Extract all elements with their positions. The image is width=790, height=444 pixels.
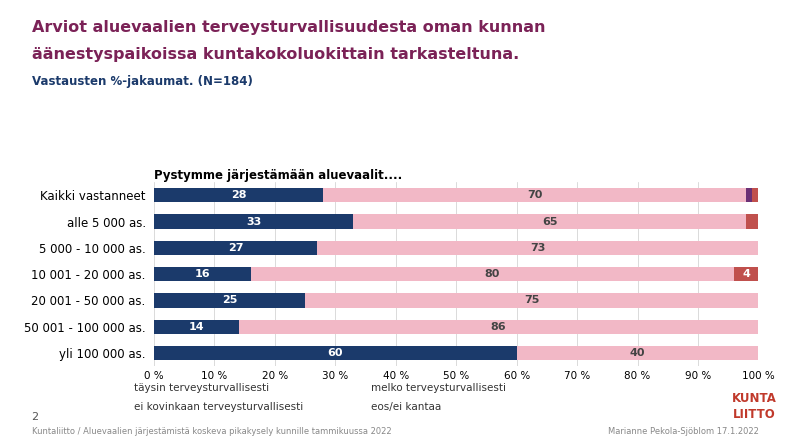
Text: melko terveysturvallisesti: melko terveysturvallisesti [371, 383, 506, 392]
Text: 25: 25 [222, 296, 237, 305]
Text: 60: 60 [328, 348, 343, 358]
Bar [747, 188, 752, 202]
Text: 75: 75 [524, 296, 540, 305]
Text: Pystymme järjestämään aluevaalit....: Pystymme järjestämään aluevaalit.... [154, 169, 402, 182]
Text: täysin terveysturvallisesti: täysin terveysturvallisesti [134, 383, 269, 392]
Bar [154, 214, 353, 229]
Text: 40: 40 [630, 348, 645, 358]
Bar [154, 320, 239, 334]
Text: 28: 28 [231, 190, 246, 200]
Text: 27: 27 [228, 243, 243, 253]
Bar [752, 188, 758, 202]
Bar [154, 188, 323, 202]
Bar [239, 320, 758, 334]
Text: 86: 86 [491, 322, 506, 332]
Text: Vastausten %-jakaumat. (N=184): Vastausten %-jakaumat. (N=184) [32, 75, 253, 88]
Text: 14: 14 [189, 322, 204, 332]
Text: 33: 33 [246, 217, 261, 226]
Bar [250, 267, 734, 281]
Text: 80: 80 [485, 269, 500, 279]
Text: 16: 16 [194, 269, 210, 279]
Text: 4: 4 [743, 269, 750, 279]
Text: eos/ei kantaa: eos/ei kantaa [371, 402, 442, 412]
Bar [353, 214, 747, 229]
Text: ei kovinkaan terveysturvallisesti: ei kovinkaan terveysturvallisesti [134, 402, 303, 412]
Text: 70: 70 [527, 190, 543, 200]
Text: Marianne Pekola-Sjöblom 17.1.2022: Marianne Pekola-Sjöblom 17.1.2022 [608, 427, 758, 436]
Text: KUNTA
LIITTO: KUNTA LIITTO [732, 392, 777, 421]
Bar [323, 188, 747, 202]
Bar [154, 293, 305, 308]
Bar [154, 346, 517, 361]
Bar [305, 293, 758, 308]
Bar [517, 346, 758, 361]
Bar [747, 214, 790, 229]
Text: Arviot aluevaalien terveysturvallisuudesta oman kunnan: Arviot aluevaalien terveysturvallisuudes… [32, 20, 545, 35]
Text: 11: 11 [772, 217, 788, 226]
Bar [154, 267, 250, 281]
Text: Kuntaliitto / Aluevaalien järjestämistä koskeva pikakysely kunnille tammikuussa : Kuntaliitto / Aluevaalien järjestämistä … [32, 427, 391, 436]
Bar [318, 241, 758, 255]
Bar [154, 241, 318, 255]
Text: 73: 73 [530, 243, 546, 253]
Text: 2: 2 [32, 412, 39, 422]
Text: äänestyspaikoissa kuntakokoluokittain tarkasteltuna.: äänestyspaikoissa kuntakokoluokittain ta… [32, 47, 519, 62]
Text: 65: 65 [542, 217, 558, 226]
Bar [734, 267, 758, 281]
